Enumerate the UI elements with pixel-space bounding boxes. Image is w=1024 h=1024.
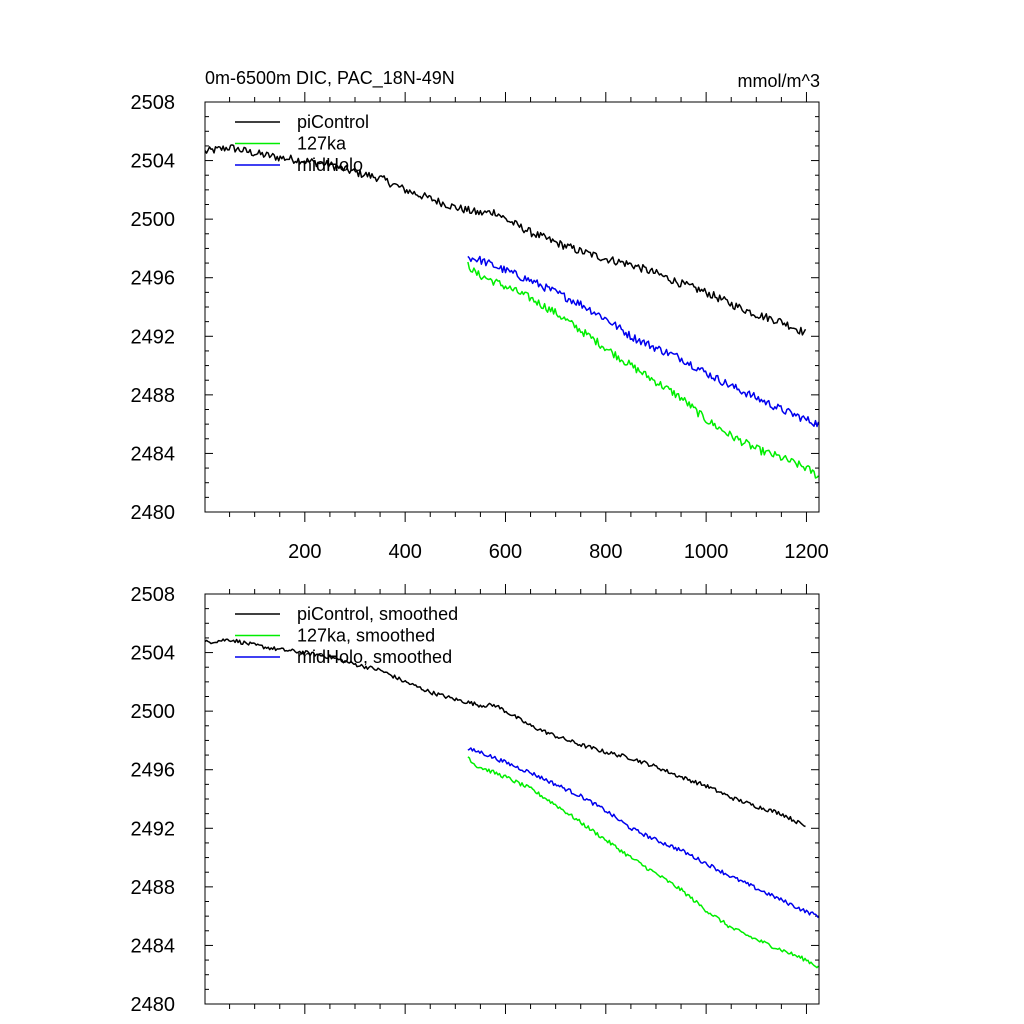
- legend-label: piControl: [297, 112, 369, 132]
- bottom-panel-series: [204, 638, 820, 969]
- legend-label: 127ka: [297, 134, 347, 154]
- y-tick-label: 2508: [131, 92, 176, 114]
- y-tick-label: 2480: [131, 502, 176, 524]
- bottom-panel-frame: [204, 593, 820, 1005]
- y-tick-label: 2480: [131, 994, 176, 1016]
- series-line-midholo-smoothed: [467, 747, 820, 919]
- y-tick-label: 2496: [131, 268, 176, 290]
- top-panel: 2480 2484 2488 2492 2496 2500 2504 2508 200 400 60…: [131, 92, 829, 563]
- y-tick-label: 2496: [131, 760, 176, 782]
- y-tick-label: 2492: [131, 326, 176, 348]
- y-tick-label: 2492: [131, 818, 176, 840]
- series-line-picontrol: [204, 144, 807, 336]
- y-tick-label: 2508: [131, 584, 176, 606]
- series-line-127ka-smoothed: [467, 756, 820, 969]
- x-tick-label: 1000: [684, 541, 729, 563]
- series-line-midholo: [467, 255, 820, 428]
- bottom-panel-ticks: 2480 2484 2488 2492 2496 2500 2504 2508: [131, 584, 819, 1016]
- top-panel-frame: [204, 101, 820, 513]
- chart-title: 0m-6500m DIC, PAC_18N-49N: [205, 68, 455, 89]
- y-tick-label: 2488: [131, 877, 176, 899]
- x-tick-label: 600: [489, 541, 522, 563]
- y-tick-label: 2500: [131, 209, 176, 231]
- y-tick-label: 2504: [131, 151, 176, 173]
- y-tick-label: 2484: [131, 443, 176, 465]
- series-line-picontrol-smoothed: [204, 638, 806, 828]
- y-tick-label: 2504: [131, 643, 176, 665]
- y-tick-label: 2484: [131, 935, 176, 957]
- y-tick-label: 2500: [131, 701, 176, 723]
- top-panel-ticks: 2480 2484 2488 2492 2496 2500 2504 2508 200 400 60…: [131, 92, 829, 563]
- legend-label: midHolo, smoothed: [297, 647, 452, 667]
- units-label: mmol/m^3: [738, 71, 820, 91]
- x-tick-label: 200: [288, 541, 321, 563]
- series-line-127ka: [467, 261, 820, 479]
- x-tick-label: 1200: [784, 541, 829, 563]
- legend-label: 127ka, smoothed: [297, 626, 435, 646]
- x-tick-label: 800: [589, 541, 622, 563]
- bottom-panel: 2480 2484 2488 2492 2496 2500 2504 2508 piContr…: [131, 584, 820, 1016]
- top-panel-series: [204, 144, 820, 479]
- legend-label: piControl, smoothed: [297, 604, 458, 624]
- x-tick-label: 400: [388, 541, 421, 563]
- y-tick-label: 2488: [131, 385, 176, 407]
- legend-label: midHolo: [297, 155, 363, 175]
